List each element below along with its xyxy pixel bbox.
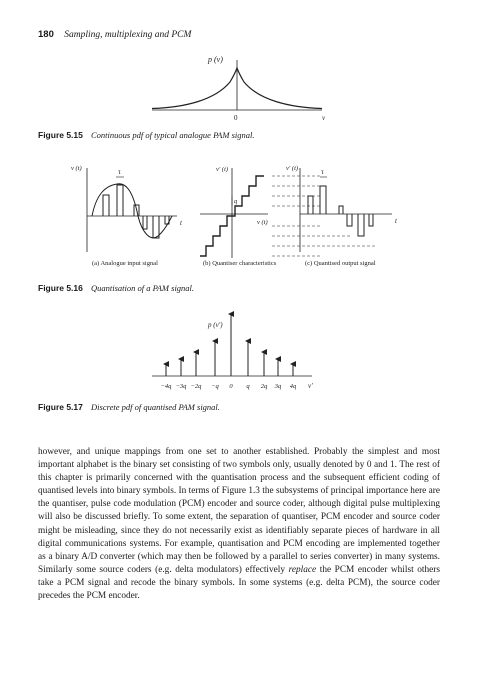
fig516b-y-label: v′ (t) bbox=[216, 166, 228, 173]
fig516a-y-label: v (t) bbox=[71, 165, 82, 172]
fig516-panel-a: v (t) τ t (a) Analogue input signal bbox=[71, 165, 183, 267]
fig516c-tau: τ bbox=[321, 168, 324, 176]
figure-label: Figure 5.17 bbox=[38, 402, 83, 412]
figure-5-16-caption: Figure 5.16 Quantisation of a PAM signal… bbox=[38, 283, 194, 293]
caption-text: Discrete pdf of quantised PAM signal. bbox=[91, 402, 220, 412]
tick-label-7: 3q bbox=[274, 383, 282, 390]
fig516b-subcaption: (b) Quantiser characteristics bbox=[203, 260, 277, 267]
tick-label-0: −4q bbox=[161, 383, 173, 390]
tick-label-2: −2q bbox=[191, 383, 203, 390]
figure-label: Figure 5.16 bbox=[38, 283, 83, 293]
page-header: 180 Sampling, multiplexing and PCM bbox=[38, 29, 191, 40]
fig516c-t: t bbox=[395, 217, 398, 225]
caption-text: Quantisation of a PAM signal. bbox=[91, 283, 195, 293]
fig516a-tau: τ bbox=[118, 168, 121, 176]
figure-label: Figure 5.15 bbox=[38, 130, 83, 140]
body-paragraph: however, and unique mappings from one se… bbox=[38, 446, 440, 603]
page-number: 180 bbox=[38, 29, 54, 40]
fig517-x-label: v′ bbox=[308, 382, 313, 390]
tick-label-5: q bbox=[246, 383, 250, 390]
tick-label-3: −q bbox=[211, 383, 219, 390]
tick-label-1: −3q bbox=[176, 383, 188, 390]
body-text-part1: however, and unique mappings from one se… bbox=[38, 447, 440, 575]
caption-text: Continuous pdf of typical analogue PAM s… bbox=[91, 130, 255, 140]
fig516-panel-c: v′ (t) τ t (c) Quantised output signal bbox=[272, 165, 398, 267]
fig516a-subcaption: (a) Analogue input signal bbox=[92, 260, 158, 267]
fig516c-y-label: v′ (t) bbox=[286, 165, 298, 172]
figure-5-15-caption: Figure 5.15 Continuous pdf of typical an… bbox=[38, 130, 254, 140]
body-text-part2: the PCM encoder whilst others take a PCM… bbox=[38, 564, 440, 602]
fig515-pdf-curve bbox=[151, 66, 323, 110]
fig517-tick-labels: −4q −3q −2q −q 0 q 2q 3q 4q bbox=[161, 383, 297, 390]
tick-label-6: 2q bbox=[261, 383, 268, 390]
fig515-x-label: v bbox=[322, 114, 326, 122]
fig516b-q: q bbox=[234, 198, 238, 205]
fig515-y-label: p (v) bbox=[207, 55, 223, 64]
body-text-emphasis: replace bbox=[288, 564, 317, 575]
fig516b-x-label: v (t) bbox=[257, 219, 268, 226]
fig517-y-label: p (v′) bbox=[207, 321, 223, 329]
running-title: Sampling, multiplexing and PCM bbox=[64, 30, 192, 40]
fig516c-subcaption: (c) Quantised output signal bbox=[305, 260, 376, 267]
fig517-impulses bbox=[163, 311, 296, 376]
fig515-origin-label: 0 bbox=[234, 114, 238, 122]
fig516a-t: t bbox=[180, 219, 183, 227]
tick-label-4: 0 bbox=[229, 383, 233, 390]
tick-label-8: 4q bbox=[290, 383, 297, 390]
figure-5-17-caption: Figure 5.17 Discrete pdf of quantised PA… bbox=[38, 402, 220, 412]
fig516-panel-b: v′ (t) q v (t) (b) Quantiser characteris… bbox=[200, 166, 277, 267]
